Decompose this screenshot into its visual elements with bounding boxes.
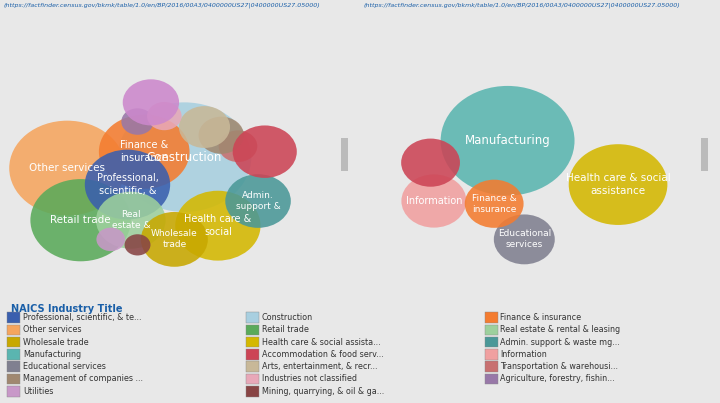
- FancyBboxPatch shape: [246, 324, 258, 335]
- FancyBboxPatch shape: [246, 312, 258, 323]
- Circle shape: [96, 192, 166, 249]
- Text: Finance &
insurance: Finance & insurance: [472, 194, 516, 214]
- Circle shape: [141, 212, 208, 267]
- FancyBboxPatch shape: [485, 324, 498, 335]
- Text: Other services: Other services: [30, 163, 105, 173]
- Text: Health care & social
assistance: Health care & social assistance: [566, 173, 670, 196]
- Text: Information: Information: [500, 350, 547, 359]
- Text: Industries not classified: Industries not classified: [261, 374, 356, 384]
- FancyBboxPatch shape: [246, 337, 258, 347]
- Text: Finance &
insurance: Finance & insurance: [120, 141, 168, 163]
- FancyBboxPatch shape: [485, 349, 498, 360]
- Circle shape: [122, 108, 153, 135]
- Text: Health care & social assista...: Health care & social assista...: [261, 338, 380, 347]
- FancyBboxPatch shape: [485, 361, 498, 372]
- Text: Real
estate &: Real estate &: [112, 210, 150, 230]
- Text: Arts, entertainment, & recr...: Arts, entertainment, & recr...: [261, 362, 377, 371]
- FancyBboxPatch shape: [7, 361, 20, 372]
- FancyBboxPatch shape: [7, 312, 20, 323]
- Text: Other services: Other services: [23, 325, 81, 334]
- Circle shape: [219, 131, 257, 162]
- Circle shape: [30, 179, 131, 261]
- FancyBboxPatch shape: [7, 324, 20, 335]
- FancyBboxPatch shape: [246, 361, 258, 372]
- Circle shape: [233, 125, 297, 178]
- Circle shape: [225, 174, 291, 228]
- Circle shape: [401, 139, 460, 187]
- Bar: [341, 138, 348, 171]
- Text: (https://factfinder.census.gov/bkmk/table/1.0/en/BP/2016/00A3/0400000US27|040000: (https://factfinder.census.gov/bkmk/tabl…: [364, 3, 680, 8]
- Text: Management of companies ...: Management of companies ...: [23, 374, 143, 384]
- Circle shape: [85, 150, 170, 220]
- Circle shape: [96, 228, 125, 251]
- Text: Real estate & rental & leasing: Real estate & rental & leasing: [500, 325, 621, 334]
- FancyBboxPatch shape: [7, 386, 20, 397]
- Text: Educational services: Educational services: [23, 362, 106, 371]
- Text: Admin. support & waste mg...: Admin. support & waste mg...: [500, 338, 620, 347]
- FancyBboxPatch shape: [246, 349, 258, 360]
- Text: (https://factfinder.census.gov/bkmk/table/1.0/en/BP/2016/00A3/0400000US27|040000: (https://factfinder.census.gov/bkmk/tabl…: [4, 3, 320, 8]
- Circle shape: [117, 102, 251, 212]
- Text: Wholesale trade: Wholesale trade: [23, 338, 89, 347]
- Circle shape: [175, 191, 261, 261]
- Text: Construction: Construction: [147, 151, 222, 164]
- Text: NAICS Industry Title: NAICS Industry Title: [11, 304, 122, 314]
- Circle shape: [401, 174, 467, 228]
- Text: Utilities: Utilities: [23, 387, 53, 396]
- Circle shape: [569, 144, 667, 225]
- Circle shape: [122, 79, 179, 125]
- Text: Manufacturing: Manufacturing: [464, 134, 550, 147]
- Text: Finance & insurance: Finance & insurance: [500, 313, 582, 322]
- Text: Wholesale
trade: Wholesale trade: [151, 229, 198, 249]
- FancyBboxPatch shape: [485, 312, 498, 323]
- Text: Construction: Construction: [261, 313, 312, 322]
- Circle shape: [179, 106, 230, 148]
- FancyBboxPatch shape: [485, 337, 498, 347]
- Text: Admin.
support &: Admin. support &: [235, 191, 280, 211]
- Circle shape: [465, 180, 523, 228]
- Text: Professional, scientific, & te...: Professional, scientific, & te...: [23, 313, 141, 322]
- Circle shape: [9, 120, 125, 216]
- FancyBboxPatch shape: [7, 374, 20, 384]
- Text: Retail trade: Retail trade: [50, 215, 111, 225]
- Text: Manufacturing: Manufacturing: [23, 350, 81, 359]
- FancyBboxPatch shape: [485, 374, 498, 384]
- Text: Accommodation & food serv...: Accommodation & food serv...: [261, 350, 383, 359]
- FancyBboxPatch shape: [246, 374, 258, 384]
- Circle shape: [147, 102, 181, 130]
- Text: Transportation & warehousi...: Transportation & warehousi...: [500, 362, 618, 371]
- Circle shape: [494, 214, 555, 264]
- Text: Professional,
scientific, &: Professional, scientific, &: [96, 173, 158, 196]
- Text: Educational
services: Educational services: [498, 229, 551, 249]
- Circle shape: [99, 114, 189, 189]
- Circle shape: [199, 117, 244, 154]
- Text: Health care &
social: Health care & social: [184, 214, 251, 237]
- Bar: [701, 138, 708, 171]
- Text: Information: Information: [405, 196, 462, 206]
- Circle shape: [441, 86, 575, 195]
- Text: Mining, quarrying, & oil & ga...: Mining, quarrying, & oil & ga...: [261, 387, 384, 396]
- FancyBboxPatch shape: [7, 349, 20, 360]
- Text: Retail trade: Retail trade: [261, 325, 308, 334]
- FancyBboxPatch shape: [7, 337, 20, 347]
- FancyBboxPatch shape: [246, 386, 258, 397]
- Circle shape: [125, 234, 150, 256]
- Text: Agriculture, forestry, fishin...: Agriculture, forestry, fishin...: [500, 374, 615, 384]
